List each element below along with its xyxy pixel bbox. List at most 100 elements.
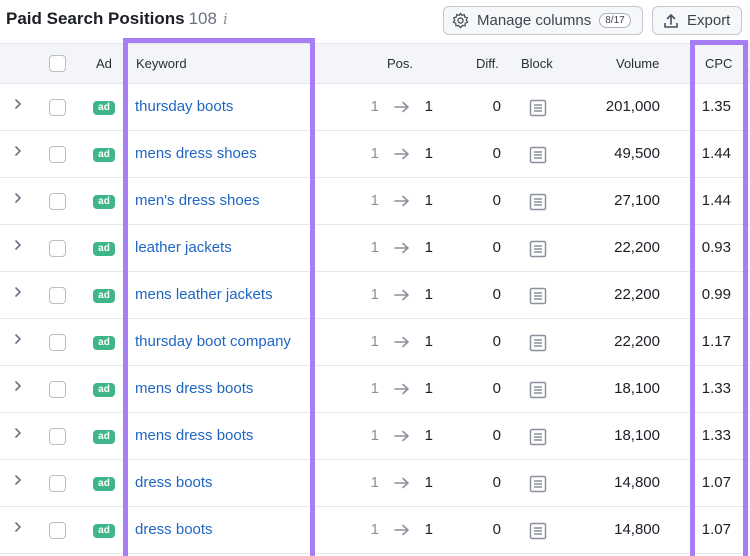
position-diff: 0	[492, 521, 501, 538]
arrow-right-icon	[394, 242, 409, 254]
table-row[interactable]: ad dress boots 1 1 0 14,800 1.07	[0, 460, 750, 507]
export-label: Export	[687, 12, 731, 29]
row-checkbox[interactable]	[49, 334, 66, 351]
serp-block-icon[interactable]	[529, 287, 547, 305]
column-header-block[interactable]: Block	[521, 56, 553, 71]
keyword-link[interactable]: thursday boots	[135, 98, 234, 115]
current-position: 1	[424, 333, 433, 350]
previous-position: 1	[370, 239, 379, 256]
column-header-pos[interactable]: Pos.	[387, 56, 414, 71]
clipped-column-edge: .	[746, 60, 750, 74]
search-volume: 14,800	[614, 474, 660, 491]
position-diff: 0	[492, 380, 501, 397]
select-all-checkbox[interactable]	[49, 55, 66, 72]
current-position: 1	[424, 239, 433, 256]
table-row[interactable]: ad mens dress shoes 1 1 0 49,500 1.44	[0, 131, 750, 178]
cpc-value: 1.44	[701, 145, 731, 162]
search-volume: 22,200	[614, 333, 660, 350]
serp-block-icon[interactable]	[529, 99, 547, 117]
row-checkbox[interactable]	[49, 381, 66, 398]
chevron-right-icon[interactable]	[12, 332, 24, 346]
chevron-right-icon[interactable]	[12, 191, 24, 205]
serp-block-icon[interactable]	[529, 193, 547, 211]
manage-columns-button[interactable]: Manage columns 8/17	[443, 6, 643, 35]
keyword-link[interactable]: thursday boot company	[135, 333, 291, 350]
keyword-link[interactable]: men's dress shoes	[135, 192, 260, 209]
chevron-right-icon[interactable]	[12, 238, 24, 252]
search-volume: 22,200	[614, 239, 660, 256]
column-header-diff[interactable]: Diff.	[476, 56, 499, 71]
column-header-cpc[interactable]: CPC	[705, 56, 733, 71]
ad-badge: ad	[93, 524, 115, 538]
chevron-right-icon[interactable]	[12, 144, 24, 158]
serp-block-icon[interactable]	[529, 240, 547, 258]
serp-block-icon[interactable]	[529, 334, 547, 352]
table-row[interactable]: ad dress boots 1 1 0 14,800 1.07	[0, 507, 750, 554]
keyword-link[interactable]: leather jackets	[135, 239, 232, 256]
row-checkbox[interactable]	[49, 240, 66, 257]
columns-count-badge: 8/17	[599, 13, 631, 28]
keyword-link[interactable]: dress boots	[135, 521, 213, 538]
column-header-keyword[interactable]: Keyword	[136, 56, 187, 71]
row-checkbox[interactable]	[49, 475, 66, 492]
serp-block-icon[interactable]	[529, 146, 547, 164]
row-checkbox[interactable]	[49, 99, 66, 116]
chevron-right-icon[interactable]	[12, 520, 24, 534]
row-checkbox[interactable]	[49, 193, 66, 210]
previous-position: 1	[370, 427, 379, 444]
cpc-value: 0.93	[701, 239, 731, 256]
ad-badge: ad	[93, 477, 115, 491]
table-row[interactable]: ad mens leather jackets 1 1 0 22,200 0.9…	[0, 272, 750, 319]
chevron-right-icon[interactable]	[12, 379, 24, 393]
serp-block-icon[interactable]	[529, 428, 547, 446]
table-row[interactable]: ad thursday boots 1 1 0 201,000 1.35	[0, 84, 750, 131]
keyword-link[interactable]: dress boots	[135, 474, 213, 491]
chevron-right-icon[interactable]	[12, 97, 24, 111]
position-diff: 0	[492, 427, 501, 444]
ad-badge: ad	[93, 148, 115, 162]
table-row[interactable]: ad men's dress shoes 1 1 0 27,100 1.44	[0, 178, 750, 225]
column-header-volume[interactable]: Volume	[616, 56, 660, 71]
chevron-right-icon[interactable]	[12, 473, 24, 487]
cpc-value: 1.07	[701, 474, 731, 491]
arrow-right-icon	[394, 289, 409, 301]
chevron-right-icon[interactable]	[12, 285, 24, 299]
position-diff: 0	[492, 145, 501, 162]
ad-badge: ad	[93, 383, 115, 397]
position-diff: 0	[492, 239, 501, 256]
serp-block-icon[interactable]	[529, 475, 547, 493]
table-row[interactable]: ad mens dress boots 1 1 0 18,100 1.33	[0, 413, 750, 460]
page-title: Paid Search Positions 108 i	[6, 9, 228, 29]
previous-position: 1	[370, 521, 379, 538]
row-checkbox[interactable]	[49, 522, 66, 539]
table-row[interactable]: ad thursday boot company 1 1 0 22,200 1.…	[0, 319, 750, 366]
search-volume: 14,800	[614, 521, 660, 538]
current-position: 1	[424, 98, 433, 115]
column-header-ad[interactable]: Ad	[96, 56, 112, 71]
current-position: 1	[424, 427, 433, 444]
arrow-right-icon	[394, 477, 409, 489]
table-row[interactable]: ad mens dress boots 1 1 0 18,100 1.33	[0, 366, 750, 413]
row-checkbox[interactable]	[49, 287, 66, 304]
cpc-value: 1.07	[701, 521, 731, 538]
export-button[interactable]: Export	[652, 6, 742, 35]
previous-position: 1	[370, 333, 379, 350]
keyword-link[interactable]: mens leather jackets	[135, 286, 273, 303]
table-row[interactable]: ad leather jackets 1 1 0 22,200 0.93	[0, 225, 750, 272]
position-diff: 0	[492, 286, 501, 303]
keyword-link[interactable]: mens dress boots	[135, 380, 254, 397]
chevron-right-icon[interactable]	[12, 426, 24, 440]
serp-block-icon[interactable]	[529, 381, 547, 399]
keyword-link[interactable]: mens dress shoes	[135, 145, 257, 162]
ad-badge: ad	[93, 242, 115, 256]
keyword-link[interactable]: mens dress boots	[135, 427, 254, 444]
serp-block-icon[interactable]	[529, 522, 547, 540]
search-volume: 18,100	[614, 427, 660, 444]
upload-icon	[664, 13, 678, 28]
row-checkbox[interactable]	[49, 428, 66, 445]
info-icon[interactable]: i	[222, 10, 228, 28]
gear-icon	[452, 12, 469, 29]
row-checkbox[interactable]	[49, 146, 66, 163]
search-volume: 49,500	[614, 145, 660, 162]
previous-position: 1	[370, 145, 379, 162]
